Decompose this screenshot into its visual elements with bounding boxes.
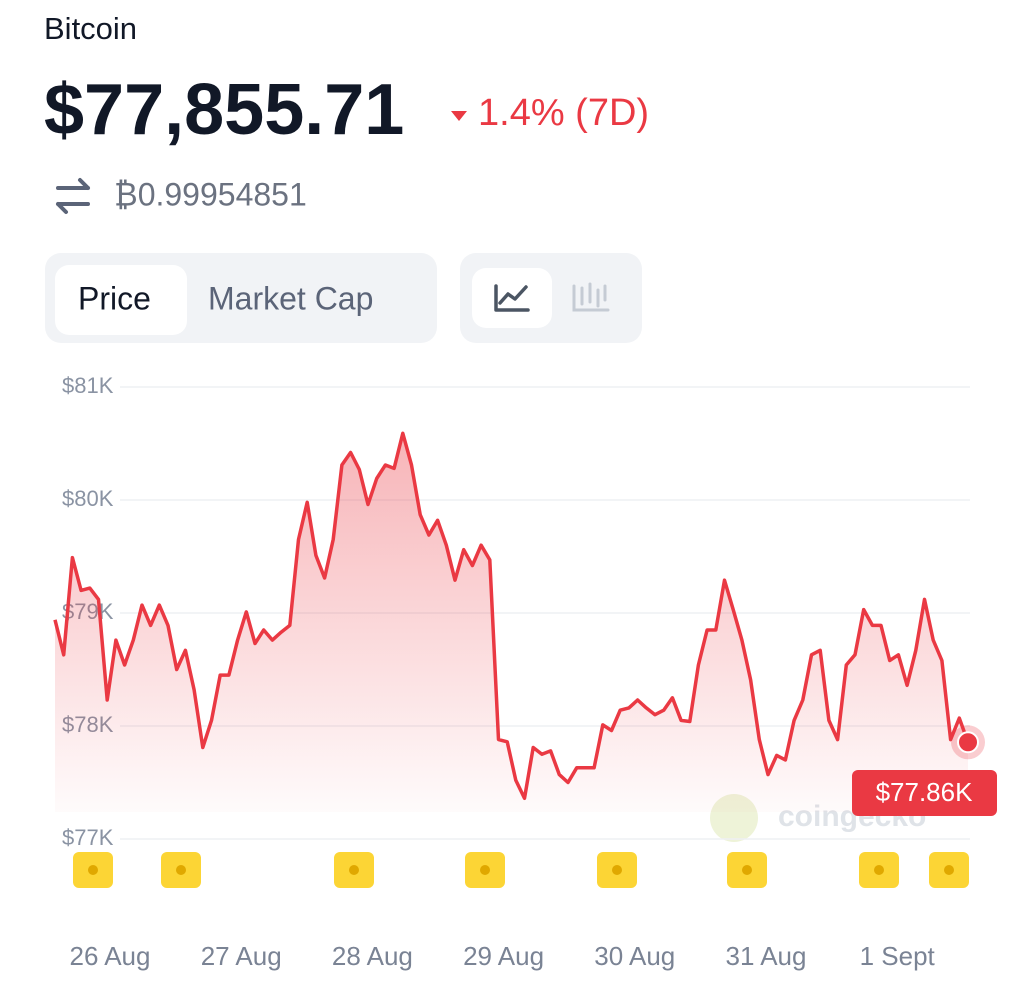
price-line [53, 431, 970, 801]
event-stars [88, 865, 954, 875]
down-arrow [451, 111, 467, 121]
y-tick-label: $80K [62, 486, 114, 511]
tab-price[interactable]: Price [78, 280, 151, 316]
x-tick-label: 27 Aug [201, 941, 282, 971]
last-price-label: $77.86K [876, 777, 974, 807]
candle-view-button[interactable] [572, 282, 610, 312]
last-point [957, 731, 979, 754]
tab-selected[interactable] [55, 265, 187, 335]
y-tick-label: $81K [62, 373, 114, 398]
x-tick-label: 26 Aug [70, 941, 151, 971]
x-tick-label: 28 Aug [332, 941, 413, 971]
tab-market-cap[interactable]: Market Cap [208, 280, 373, 316]
x-tick-label: 29 Aug [463, 941, 544, 971]
btc-price: ₿0.99954851 [114, 176, 307, 212]
price-area [55, 433, 968, 812]
last-price-badge [852, 770, 997, 816]
y-tick-label: $77K [62, 825, 114, 850]
x-tick-label: 30 Aug [594, 941, 675, 971]
coin-name: Bitcoin [44, 11, 137, 46]
price: $77,855.71 [44, 70, 404, 150]
price-change: 1.4% (7D) [478, 92, 649, 134]
line-icon [494, 284, 530, 312]
event-badges [73, 852, 969, 888]
x-tick-label: 31 Aug [726, 941, 807, 971]
x-tick-label: 1 Sept [860, 941, 936, 971]
swap-icon [56, 178, 90, 214]
